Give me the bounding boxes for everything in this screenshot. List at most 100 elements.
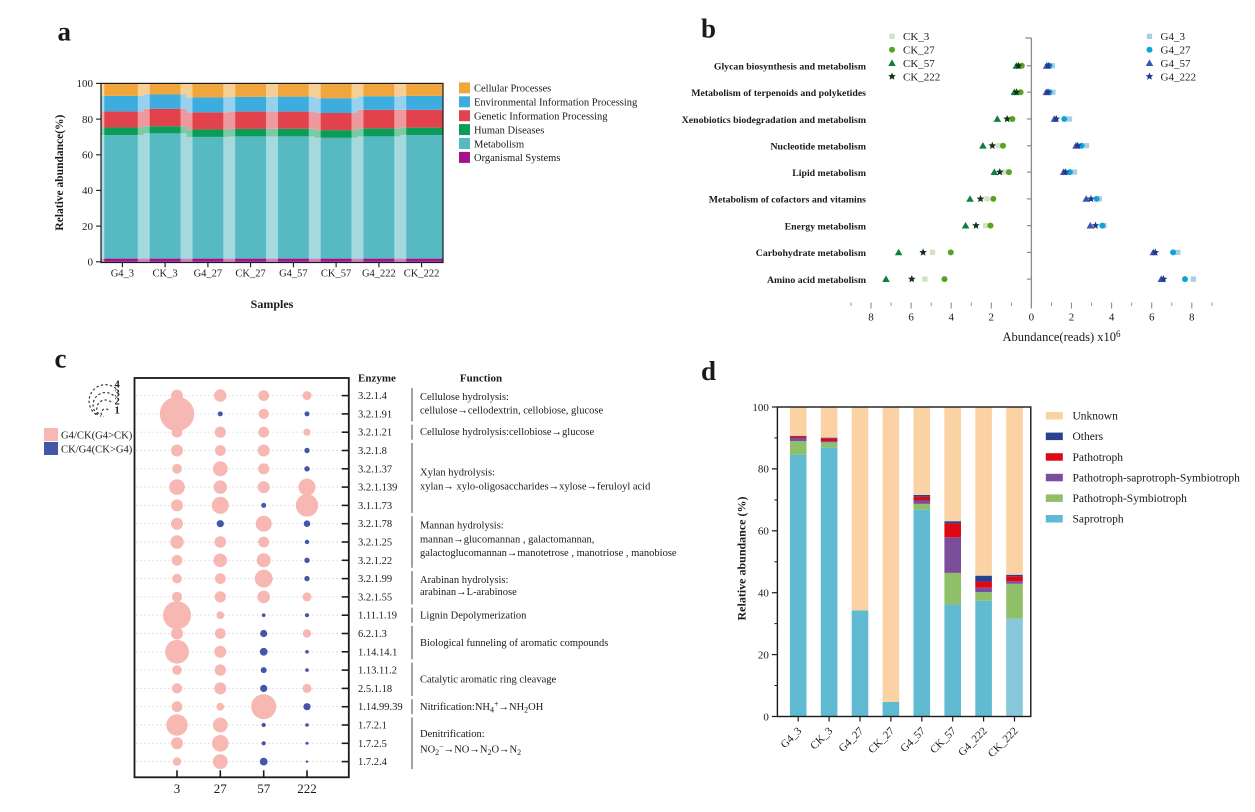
svg-text:Mannan hydrolysis:: Mannan hydrolysis: bbox=[420, 521, 504, 532]
svg-text:galactoglucomannan→manotetrose: galactoglucomannan→manotetrose , manotri… bbox=[420, 548, 677, 559]
svg-text:4: 4 bbox=[115, 380, 121, 391]
svg-text:2: 2 bbox=[989, 312, 995, 324]
svg-text:Saprotroph: Saprotroph bbox=[1073, 514, 1124, 526]
svg-text:CK_3: CK_3 bbox=[153, 268, 178, 279]
svg-text:40: 40 bbox=[82, 185, 94, 197]
svg-text:Metabolism of terpenoids and p: Metabolism of terpenoids and polyketides bbox=[691, 88, 866, 99]
svg-text:2: 2 bbox=[1069, 312, 1075, 324]
svg-text:Pathotroph-saprotroph-Symbiotr: Pathotroph-saprotroph-Symbiotroph bbox=[1073, 472, 1241, 484]
svg-text:d: d bbox=[701, 356, 716, 386]
svg-text:Metabolism: Metabolism bbox=[474, 139, 524, 150]
svg-text:0: 0 bbox=[763, 711, 769, 723]
svg-text:60: 60 bbox=[758, 526, 770, 538]
svg-text:Enzyme: Enzyme bbox=[358, 373, 396, 385]
svg-text:1.7.2.5: 1.7.2.5 bbox=[358, 739, 387, 750]
svg-text:60: 60 bbox=[82, 150, 94, 162]
svg-text:Pathotroph-Symbiotroph: Pathotroph-Symbiotroph bbox=[1073, 493, 1188, 505]
svg-text:6.2.1.3: 6.2.1.3 bbox=[358, 629, 387, 640]
svg-text:Human Diseases: Human Diseases bbox=[474, 125, 544, 136]
svg-text:Nitrification:NH4+→NH2OH: Nitrification:NH4+→NH2OH bbox=[420, 700, 544, 715]
svg-text:Cellulose hydrolysis:: Cellulose hydrolysis: bbox=[420, 392, 509, 403]
svg-text:Biological funneling of aromat: Biological funneling of aromatic compoun… bbox=[420, 638, 608, 649]
svg-text:1.7.2.4: 1.7.2.4 bbox=[358, 757, 388, 768]
svg-text:Cellular Processes: Cellular Processes bbox=[474, 84, 551, 95]
svg-text:3.2.1.78: 3.2.1.78 bbox=[358, 519, 392, 530]
svg-text:Glycan biosynthesis and metabo: Glycan biosynthesis and metabolism bbox=[714, 62, 866, 73]
svg-text:Carbohydrate metabolism: Carbohydrate metabolism bbox=[756, 248, 866, 259]
svg-text:c: c bbox=[55, 344, 67, 374]
svg-text:G4_3: G4_3 bbox=[1161, 31, 1186, 43]
svg-text:CK_222: CK_222 bbox=[903, 71, 940, 83]
svg-text:100: 100 bbox=[77, 78, 94, 90]
svg-text:0: 0 bbox=[88, 257, 94, 269]
svg-text:CK/G4(CK>G4): CK/G4(CK>G4) bbox=[61, 445, 133, 456]
svg-text:3.2.1.55: 3.2.1.55 bbox=[358, 592, 392, 603]
svg-text:a: a bbox=[58, 17, 72, 47]
svg-text:4: 4 bbox=[1109, 312, 1115, 324]
svg-text:0: 0 bbox=[1029, 312, 1035, 324]
svg-text:G4_57: G4_57 bbox=[1161, 58, 1191, 70]
svg-text:3.2.1.91: 3.2.1.91 bbox=[358, 409, 392, 420]
svg-text:CK_27: CK_27 bbox=[235, 268, 265, 279]
svg-text:Lipid metabolism: Lipid metabolism bbox=[792, 168, 866, 179]
svg-text:Amino acid metabolism: Amino acid metabolism bbox=[767, 275, 866, 286]
svg-text:Denitrification:: Denitrification: bbox=[420, 729, 485, 740]
svg-text:Samples: Samples bbox=[251, 297, 294, 311]
svg-text:3.1.1.73: 3.1.1.73 bbox=[358, 501, 392, 512]
svg-text:arabinan→L-arabinose: arabinan→L-arabinose bbox=[420, 587, 517, 598]
svg-text:cellulose→cellodextrin, cellob: cellulose→cellodextrin, cellobiose, gluc… bbox=[420, 406, 603, 417]
svg-text:G4_3: G4_3 bbox=[111, 268, 134, 279]
svg-text:Relative abundance (%): Relative abundance (%) bbox=[735, 497, 749, 621]
svg-text:G4_222: G4_222 bbox=[1161, 71, 1196, 83]
svg-text:20: 20 bbox=[82, 221, 94, 233]
svg-text:CK_222: CK_222 bbox=[404, 268, 440, 279]
svg-text:3: 3 bbox=[174, 781, 181, 796]
svg-text:G4_57: G4_57 bbox=[279, 268, 308, 279]
svg-text:3.2.1.99: 3.2.1.99 bbox=[358, 574, 392, 585]
svg-text:CK_3: CK_3 bbox=[903, 31, 930, 43]
svg-text:2.5.1.18: 2.5.1.18 bbox=[358, 684, 392, 695]
svg-text:G4_222: G4_222 bbox=[362, 268, 396, 279]
svg-text:Abundance(reads) x106: Abundance(reads) x106 bbox=[1003, 329, 1122, 344]
svg-text:6: 6 bbox=[908, 312, 914, 324]
svg-text:Cellulose hydrolysis:cellobios: Cellulose hydrolysis:cellobiose→glucose bbox=[420, 427, 594, 438]
svg-text:3.2.1.37: 3.2.1.37 bbox=[358, 464, 392, 475]
svg-text:1.13.11.2: 1.13.11.2 bbox=[358, 666, 397, 677]
svg-text:Xenobiotics biodegradation and: Xenobiotics biodegradation and metabolis… bbox=[682, 115, 866, 126]
svg-text:Xylan hydrolysis:: Xylan hydrolysis: bbox=[420, 467, 495, 478]
svg-text:1.14.14.1: 1.14.14.1 bbox=[358, 647, 397, 658]
svg-text:8: 8 bbox=[1189, 312, 1195, 324]
svg-text:Unknown: Unknown bbox=[1073, 411, 1119, 423]
svg-text:Pathotroph: Pathotroph bbox=[1073, 452, 1124, 464]
svg-text:CK_57: CK_57 bbox=[903, 58, 935, 70]
svg-text:3.2.1.8: 3.2.1.8 bbox=[358, 446, 387, 457]
svg-text:2: 2 bbox=[115, 397, 120, 408]
svg-text:222: 222 bbox=[297, 781, 317, 796]
svg-text:Lignin Depolymerization: Lignin Depolymerization bbox=[420, 611, 527, 622]
svg-text:CK_57: CK_57 bbox=[321, 268, 351, 279]
svg-text:80: 80 bbox=[82, 114, 94, 126]
svg-text:Energy metabolism: Energy metabolism bbox=[785, 221, 866, 232]
svg-text:Function: Function bbox=[460, 373, 502, 385]
svg-text:Relative abundance(%): Relative abundance(%) bbox=[54, 114, 66, 230]
svg-text:3: 3 bbox=[115, 389, 120, 400]
svg-text:CK_27: CK_27 bbox=[903, 45, 935, 57]
svg-text:100: 100 bbox=[752, 402, 769, 414]
svg-text:Nucleotide metabolism: Nucleotide metabolism bbox=[770, 142, 866, 153]
svg-text:3.2.1.25: 3.2.1.25 bbox=[358, 538, 392, 549]
svg-text:27: 27 bbox=[214, 781, 228, 796]
svg-text:Others: Others bbox=[1073, 431, 1104, 443]
svg-text:NO2−→NO→N2O→N2: NO2−→NO→N2O→N2 bbox=[420, 742, 521, 757]
svg-text:b: b bbox=[701, 14, 716, 44]
svg-text:40: 40 bbox=[758, 588, 770, 600]
svg-text:80: 80 bbox=[758, 464, 770, 476]
svg-text:1.14.99.39: 1.14.99.39 bbox=[358, 702, 403, 713]
svg-text:20: 20 bbox=[758, 649, 770, 661]
svg-text:1: 1 bbox=[115, 406, 120, 417]
svg-text:57: 57 bbox=[257, 781, 271, 796]
svg-text:Arabinan hydrolysis:: Arabinan hydrolysis: bbox=[420, 575, 508, 586]
svg-text:4: 4 bbox=[948, 312, 954, 324]
svg-text:G4/CK(G4>CK): G4/CK(G4>CK) bbox=[61, 431, 133, 442]
svg-text:mannan→glucomannan , galactoma: mannan→glucomannan , galactomannan, bbox=[420, 535, 594, 546]
svg-text:Metabolism of cofactors and vi: Metabolism of cofactors and vitamins bbox=[709, 195, 866, 206]
